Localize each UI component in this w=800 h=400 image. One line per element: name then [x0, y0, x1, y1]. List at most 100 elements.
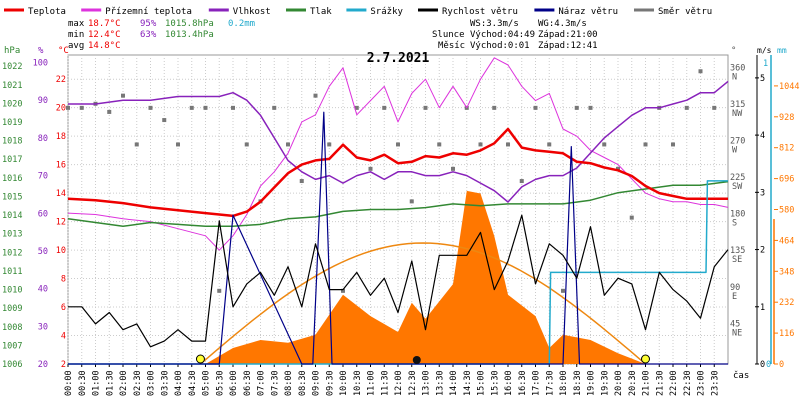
deg-tick-label: 90 — [730, 283, 740, 293]
x-tick-label: 19:00 — [587, 370, 597, 396]
stat-min-hum: 63% — [140, 30, 157, 40]
temp-tick-label: 4 — [61, 332, 66, 342]
wind-direction-point — [66, 105, 70, 110]
legend-label: Tlak — [310, 7, 332, 17]
x-tick-label: 07:30 — [270, 370, 280, 396]
axis-label-temp: °C — [58, 46, 69, 56]
pct-tick-label: 80 — [38, 134, 48, 144]
x-tick-label: 17:00 — [532, 370, 542, 396]
solar-tick-label: 0 — [779, 360, 784, 370]
x-tick-label: 11:30 — [380, 370, 390, 396]
x-tick-label: 10:00 — [339, 370, 349, 396]
deg-tick-label: 360 — [730, 63, 745, 73]
wind-direction-point — [189, 105, 194, 110]
temp-tick-label: 16 — [56, 161, 66, 171]
wind-direction-point — [299, 179, 304, 184]
wind-direction-point — [506, 142, 510, 147]
x-tick-label: 01:00 — [92, 370, 102, 396]
wind-direction-point — [478, 142, 483, 147]
wind-direction-point — [671, 142, 675, 147]
hpa-tick-label: 1015 — [2, 192, 22, 202]
solar-tick-label: 580 — [779, 206, 794, 216]
solar-tick-label: 1044 — [779, 82, 799, 92]
stats-panel: max 18.7°C 95% 1015.8hPa 0.2mm min 12.4°… — [68, 19, 255, 51]
x-axis-unit: čas — [733, 370, 749, 381]
temp-tick-label: 18 — [56, 132, 66, 142]
sunrise-marker — [195, 354, 205, 364]
wind-direction-point — [423, 105, 428, 110]
deg-tick-label: 225 — [730, 173, 745, 183]
hpa-tick-label: 1022 — [2, 62, 22, 72]
dir-tick-label: SW — [732, 182, 743, 192]
stat-avg-temp: 14.8°C — [88, 41, 121, 51]
x-tick-label: 08:00 — [284, 370, 294, 396]
hpa-tick-label: 1013 — [2, 230, 22, 240]
wind-direction-point — [684, 105, 689, 110]
wind-direction-point — [244, 142, 249, 147]
x-tick-label: 18:00 — [559, 370, 569, 396]
legend-label: Srážky — [370, 7, 403, 17]
x-tick-label: 20:30 — [628, 370, 638, 396]
hpa-tick-label: 1007 — [2, 341, 22, 351]
hpa-tick-label: 1008 — [2, 323, 22, 333]
temp-tick-label: 10 — [56, 246, 66, 256]
dir-tick-label: W — [732, 145, 738, 155]
wind-direction-point — [217, 288, 222, 293]
plot-area: 00:00 00:30 01:00 01:30 02:00 02:30 03:00 03:30… — [64, 54, 729, 396]
wind-direction-point — [561, 288, 565, 293]
wind-direction-point — [616, 166, 620, 171]
x-tick-label: 12:30 — [408, 370, 418, 396]
wind-direction-point — [698, 69, 703, 74]
wind-direction-point — [107, 109, 112, 114]
x-tick-label: 23:00 — [697, 370, 707, 396]
deg-tick-label: 180 — [730, 210, 745, 220]
legend-label: Přízemní teplota — [105, 7, 192, 17]
pct-tick-label: 100 — [33, 59, 48, 69]
deg-tick-label: 135 — [730, 246, 745, 256]
x-tick-label: 21:30 — [655, 370, 665, 396]
humidity-line — [68, 80, 729, 203]
solar-tick-label: 812 — [779, 144, 794, 154]
stat-max-hum: 95% — [140, 19, 157, 29]
x-tick-label: 16:00 — [504, 370, 514, 396]
wind-direction-point — [354, 105, 359, 110]
wind-direction-point — [643, 142, 648, 147]
wind-direction-point — [79, 105, 84, 110]
ms-tick-label: 5 — [760, 74, 765, 84]
wind-direction-point — [134, 142, 139, 147]
pct-tick-label: 50 — [38, 247, 48, 257]
wind-direction-point — [327, 142, 332, 147]
x-tick-label: 22:00 — [669, 370, 679, 396]
pct-tick-label: 70 — [38, 172, 48, 182]
hpa-tick-label: 1021 — [2, 81, 22, 91]
x-tick-label: 03:30 — [160, 370, 170, 396]
pct-tick-label: 90 — [38, 96, 48, 106]
solar-tick-label: 464 — [779, 236, 794, 246]
pressure-line — [67, 180, 729, 228]
dir-tick-label: NW — [732, 109, 743, 119]
deg-tick-label: 270 — [730, 136, 745, 146]
temp-tick-label: 12 — [56, 218, 66, 228]
sun-moon-panel: WS:3.3m/s WG:4.3m/s Slunce Východ:04:49 … — [432, 19, 598, 51]
wind-direction-point — [712, 105, 717, 110]
ms-tick-label: 0 — [760, 360, 765, 370]
wind-direction-point — [533, 105, 538, 110]
deg-tick-label: 45 — [730, 319, 740, 329]
x-tick-label: 02:00 — [119, 370, 129, 396]
legend-label: Rychlost větru — [442, 7, 518, 17]
x-tick-label: 07:00 — [257, 370, 267, 396]
hpa-tick-label: 1019 — [2, 118, 22, 128]
x-tick-label: 12:00 — [394, 370, 404, 396]
pct-tick-label: 60 — [38, 209, 48, 219]
x-tick-label: 03:00 — [147, 370, 157, 396]
wind-direction-point — [203, 105, 208, 110]
pct-tick-label: 30 — [38, 322, 48, 332]
sunset-marker — [641, 354, 650, 364]
wind-direction-point — [341, 288, 345, 293]
wind-direction-point — [396, 142, 400, 147]
x-tick-label: 06:30 — [243, 370, 253, 396]
x-tick-label: 02:30 — [133, 370, 143, 396]
legend-label: Teplota — [28, 7, 66, 17]
dir-tick-label: SE — [732, 255, 742, 265]
